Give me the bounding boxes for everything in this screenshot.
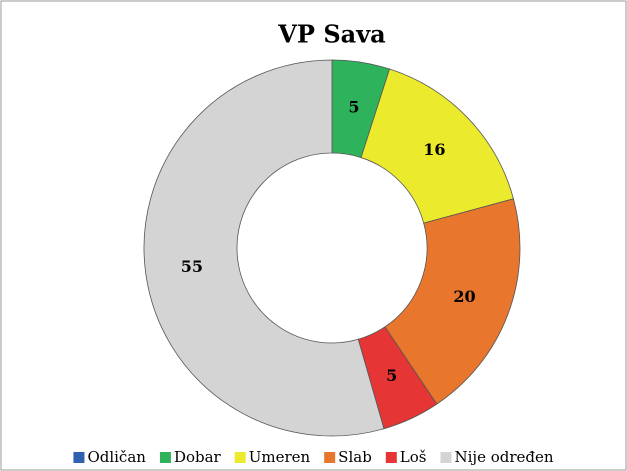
chart-title: VP Sava [277,20,385,49]
legend-swatch [234,452,246,463]
donut-slice [360,68,514,224]
legend-label: Odličan [87,448,146,466]
legend-label: Slab [338,448,372,466]
data-label: 5 [386,366,397,385]
data-label: 5 [348,98,359,117]
legend-label: Loš [400,448,427,466]
donut-slice [143,59,385,437]
data-label: 20 [453,287,475,306]
legend-label: Umeren [249,448,311,466]
donut-slice [384,198,521,405]
legend-label: Nije određen [455,448,554,466]
data-label: 55 [181,257,203,276]
legend-swatch [324,452,336,463]
legend-swatch [73,452,85,463]
legend-swatch [159,452,171,463]
legend-swatch [385,452,397,463]
legend-label: Dobar [174,448,222,466]
data-label: 16 [423,140,445,159]
legend-swatch [440,452,452,463]
